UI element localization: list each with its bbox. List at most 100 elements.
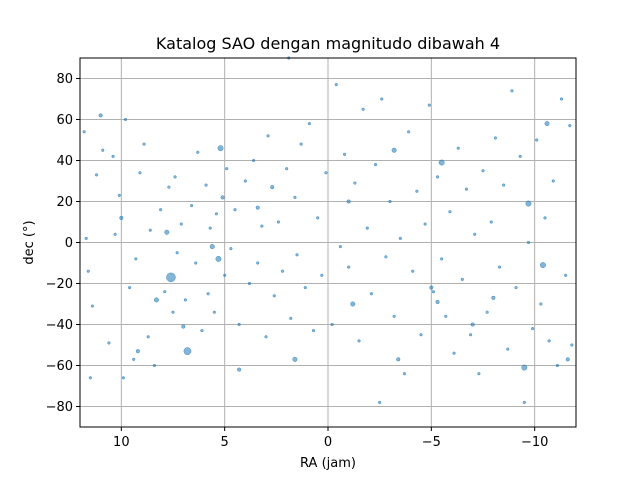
star-point [469, 333, 473, 337]
star-point [564, 273, 568, 277]
star-point [311, 329, 316, 333]
x-tick-label: −5 [422, 435, 441, 450]
x-axis-label: RA (jam) [300, 456, 356, 471]
chart-title: Katalog SAO dengan magnitudo dibawah 4 [156, 34, 500, 53]
star-point [88, 376, 92, 380]
star-point [255, 205, 260, 210]
star-point [456, 146, 460, 150]
star-point [427, 103, 431, 107]
star-point [460, 277, 464, 281]
star-point [256, 261, 260, 265]
star-point [544, 121, 550, 127]
star-point [113, 232, 117, 236]
star-point [292, 356, 298, 362]
star-point [525, 200, 532, 207]
star-point [347, 265, 351, 269]
star-point [411, 269, 415, 273]
star-point [167, 185, 171, 189]
star-point [215, 255, 222, 262]
star-point [190, 204, 194, 208]
star-point [477, 372, 481, 376]
star-point [435, 299, 440, 305]
star-point [132, 357, 136, 361]
star-point [514, 286, 518, 290]
star-point [264, 335, 268, 339]
star-point [196, 150, 200, 154]
star-point [138, 171, 142, 175]
star-point [252, 158, 256, 163]
star-point [526, 240, 531, 245]
star-point [86, 269, 90, 273]
star-point [146, 335, 150, 339]
star-point [438, 159, 445, 166]
plot-frame [79, 57, 577, 428]
star-point [164, 229, 170, 235]
star-point [247, 281, 252, 286]
star-point [531, 327, 535, 331]
star-point [485, 310, 489, 314]
star-point [183, 298, 187, 302]
star-point [212, 310, 216, 314]
star-point [384, 255, 388, 259]
star-point [423, 222, 427, 226]
star-point [299, 142, 303, 146]
star-point [357, 339, 361, 343]
star-point [166, 272, 176, 283]
star-point [163, 290, 167, 294]
star-point [289, 316, 293, 320]
star-point [101, 148, 105, 152]
star-point [135, 349, 140, 354]
star-point [429, 285, 434, 290]
star-point [521, 364, 528, 371]
star-point [204, 183, 208, 187]
star-point [452, 351, 456, 355]
star-point [179, 222, 183, 226]
star-point [493, 136, 497, 140]
star-point [272, 294, 276, 298]
star-point [307, 122, 311, 126]
star-point [448, 210, 452, 214]
star-point [209, 244, 215, 250]
star-point [378, 400, 382, 404]
star-point [270, 185, 275, 190]
star-point [518, 154, 522, 158]
star-point [206, 292, 210, 296]
star-point [481, 169, 485, 173]
star-point [243, 179, 247, 183]
x-tick-label: 5 [221, 435, 229, 450]
y-tick-label: 20 [56, 195, 73, 210]
star-point [295, 253, 299, 257]
star-point [353, 181, 357, 185]
star-point [391, 147, 397, 153]
star-point [181, 324, 186, 329]
star-point [98, 113, 103, 118]
star-point [84, 236, 88, 240]
star-point [208, 226, 212, 230]
star-point [435, 175, 440, 179]
star-point [225, 167, 229, 171]
star-point [276, 220, 280, 224]
star-point [415, 189, 419, 193]
star-point [346, 199, 351, 204]
star-point [285, 167, 289, 171]
star-point [142, 142, 146, 146]
star-point [200, 329, 204, 333]
star-point [175, 251, 179, 255]
x-tick-label: −10 [521, 435, 548, 450]
axis-ticks: 10 5 0 −5 −10 −80 −60 −40 −20 0 20 40 60 80 [46, 72, 549, 450]
star-point [330, 322, 334, 327]
star-point [559, 97, 564, 101]
star-point [470, 322, 475, 327]
star-point [82, 130, 86, 134]
star-point [171, 310, 175, 314]
star-point [223, 273, 227, 277]
star-point [194, 261, 198, 265]
star-point [539, 302, 543, 306]
star-point [380, 97, 384, 101]
star-point [220, 195, 225, 200]
star-point [402, 372, 407, 376]
star-points [82, 56, 574, 404]
star-point [123, 117, 128, 122]
star-point [159, 208, 163, 212]
star-point [173, 175, 177, 179]
